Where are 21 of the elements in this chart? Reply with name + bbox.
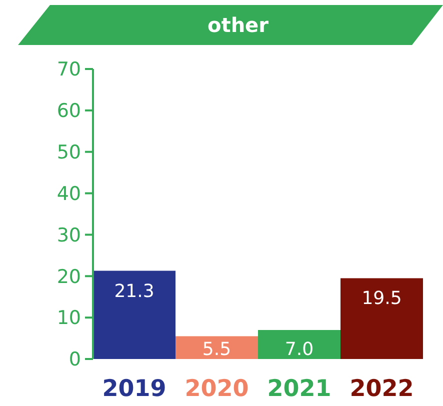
data-label: 21.3 bbox=[114, 280, 154, 302]
y-tick-label: 70 bbox=[56, 58, 81, 81]
bar bbox=[340, 278, 423, 359]
y-tick-label: 60 bbox=[56, 100, 81, 122]
bar bbox=[258, 330, 340, 359]
y-tick-label: 0 bbox=[68, 348, 81, 371]
bar bbox=[176, 336, 258, 359]
chart-title: other bbox=[208, 13, 269, 37]
y-tick-label: 30 bbox=[56, 224, 81, 246]
data-label: 19.5 bbox=[362, 288, 402, 310]
data-label: 5.5 bbox=[202, 339, 232, 360]
x-tick-label: 2020 bbox=[184, 376, 249, 402]
bar bbox=[93, 270, 176, 359]
x-tick-label: 2021 bbox=[267, 376, 332, 402]
x-tick-label: 2019 bbox=[102, 376, 166, 402]
data-label: 7.0 bbox=[284, 339, 314, 360]
y-tick-label: 40 bbox=[56, 182, 81, 205]
y-tick-label: 50 bbox=[56, 142, 81, 164]
y-tick-label: 10 bbox=[56, 307, 81, 330]
x-tick-label: 2022 bbox=[350, 376, 414, 402]
y-tick-label: 20 bbox=[56, 266, 81, 288]
